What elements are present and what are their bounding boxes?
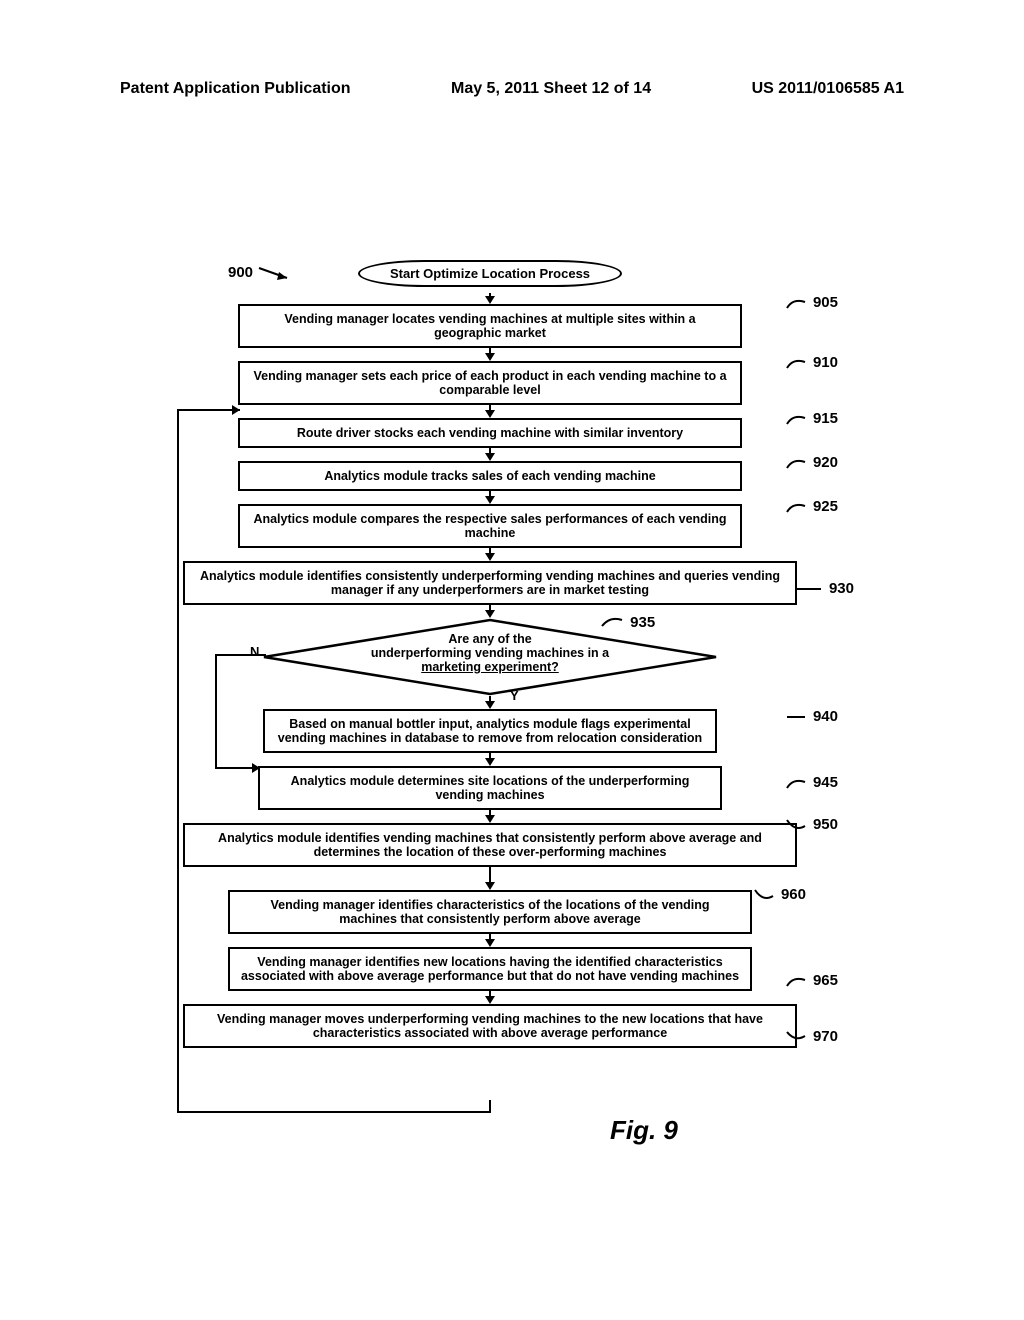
- ref-935: 935: [600, 614, 655, 631]
- step-940: Based on manual bottler input, analytics…: [263, 709, 717, 753]
- ref-910: 910: [785, 354, 838, 371]
- ref-920: 920: [785, 454, 838, 471]
- start-terminator-wrap: Start Optimize Location Process: [170, 260, 810, 287]
- step-920: Analytics module tracks sales of each ve…: [238, 461, 742, 491]
- ref-970: 970: [785, 1028, 838, 1045]
- start-terminator: Start Optimize Location Process: [358, 260, 622, 287]
- ref-945: 945: [785, 774, 838, 791]
- step-945: Analytics module determines site locatio…: [258, 766, 722, 810]
- decision-text: Are any of the underperforming vending m…: [330, 632, 650, 674]
- step-965: Vending manager identifies new locations…: [228, 947, 752, 991]
- step-915: Route driver stocks each vending machine…: [238, 418, 742, 448]
- step-905: Vending manager locates vending machines…: [238, 304, 742, 348]
- figure-label: Fig. 9: [610, 1115, 678, 1146]
- page: Patent Application Publication May 5, 20…: [0, 0, 1024, 1320]
- ref-905: 905: [785, 294, 838, 311]
- header-center: May 5, 2011 Sheet 12 of 14: [451, 80, 651, 98]
- ref-960: 960: [753, 886, 806, 903]
- header-left: Patent Application Publication: [120, 80, 351, 98]
- step-950: Analytics module identifies vending mach…: [183, 823, 797, 867]
- flowchart: Start Optimize Location Process Vending …: [170, 260, 810, 1048]
- step-925: Analytics module compares the respective…: [238, 504, 742, 548]
- step-930: Analytics module identifies consistently…: [183, 561, 797, 605]
- ref-940: 940: [785, 708, 838, 725]
- ref-930: 930: [795, 580, 854, 597]
- step-910: Vending manager sets each price of each …: [238, 361, 742, 405]
- ref-965: 965: [785, 972, 838, 989]
- ref-950: 950: [785, 816, 838, 833]
- step-970: Vending manager moves underperforming ve…: [183, 1004, 797, 1048]
- page-header: Patent Application Publication May 5, 20…: [120, 80, 904, 98]
- decision-935: Are any of the underperforming vending m…: [170, 618, 810, 696]
- ref-925: 925: [785, 498, 838, 515]
- label-no: N: [250, 644, 259, 659]
- step-960: Vending manager identifies characteristi…: [228, 890, 752, 934]
- ref-915: 915: [785, 410, 838, 427]
- header-right: US 2011/0106585 A1: [752, 80, 904, 98]
- label-yes: Y: [510, 688, 519, 703]
